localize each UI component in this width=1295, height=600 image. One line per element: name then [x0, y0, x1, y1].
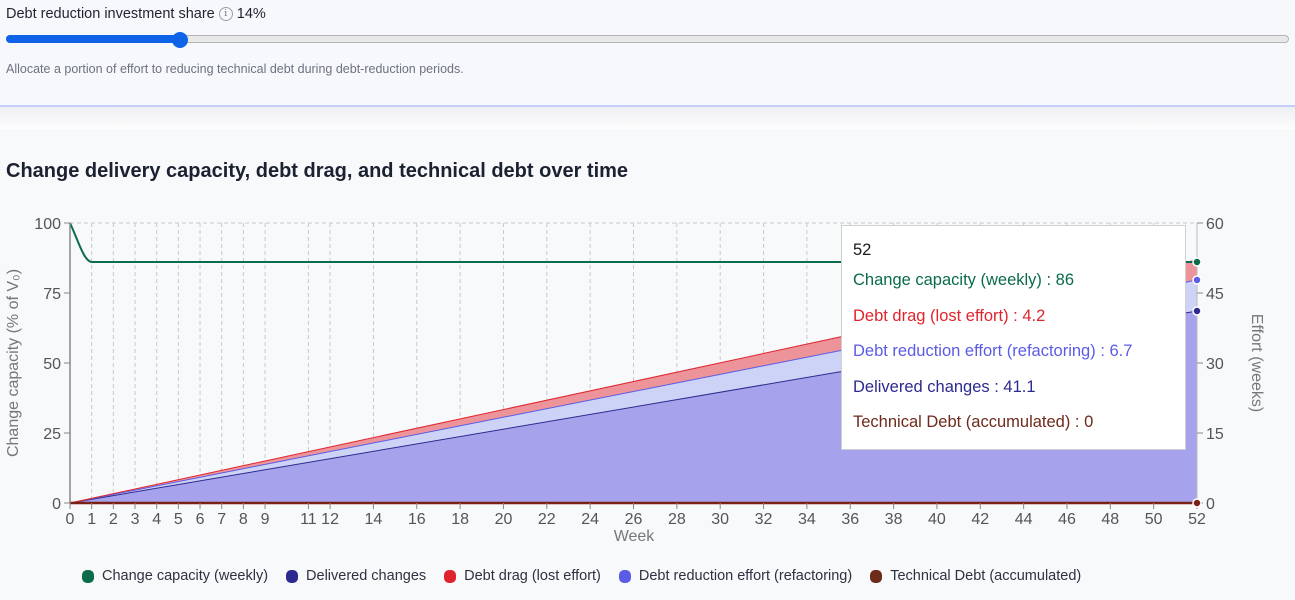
x-axis-label: Week [614, 528, 656, 545]
svg-text:50: 50 [43, 356, 61, 373]
svg-text:32: 32 [755, 511, 773, 528]
section-divider [0, 107, 1295, 129]
tooltip-row-refactoring: Debt reduction effort (refactoring) : 6.… [853, 342, 1133, 360]
svg-text:34: 34 [798, 511, 816, 528]
legend-dot-icon [618, 569, 631, 583]
svg-text:4: 4 [152, 511, 161, 528]
legend-label: Delivered changes [306, 568, 427, 584]
svg-text:100: 100 [34, 216, 61, 233]
svg-text:60: 60 [1206, 216, 1224, 233]
capacity-point [1192, 257, 1202, 267]
svg-text:44: 44 [1015, 511, 1033, 528]
change-capacity-line [69, 222, 1197, 263]
svg-text:30: 30 [1206, 356, 1224, 373]
slider-panel: Debt reduction investment share i 14% Al… [0, 0, 1295, 107]
tooltip-title: 52 [853, 241, 872, 259]
svg-text:15: 15 [1206, 426, 1224, 443]
svg-text:20: 20 [495, 511, 513, 528]
svg-text:12: 12 [321, 511, 339, 528]
svg-text:5: 5 [174, 511, 183, 528]
slider-value: 14% [236, 6, 266, 22]
legend-label: Debt reduction effort (refactoring) [638, 568, 853, 584]
legend-item-refactoring[interactable]: Debt reduction effort (refactoring) [618, 568, 853, 584]
svg-text:50: 50 [1145, 511, 1163, 528]
tooltip-row-delivered: Delivered changes : 41.1 [853, 377, 1036, 396]
svg-text:38: 38 [885, 511, 903, 528]
legend-dot-icon [286, 569, 299, 583]
legend-label: Debt drag (lost effort) [464, 568, 601, 584]
legend-label: Technical Debt (accumulated) [890, 568, 1082, 584]
tooltip-row-technical-debt: Technical Debt (accumulated) : 0 [853, 413, 1094, 431]
svg-text:24: 24 [581, 511, 599, 528]
svg-text:18: 18 [451, 511, 469, 528]
info-icon[interactable]: i [218, 7, 233, 21]
svg-text:30: 30 [711, 511, 729, 528]
svg-text:14: 14 [365, 511, 383, 528]
svg-text:0: 0 [52, 496, 61, 513]
svg-text:11: 11 [300, 511, 317, 528]
technical-debt-point [1192, 498, 1202, 508]
left-axis-ticks: 0 25 50 75 100 [34, 216, 70, 513]
legend-dot-icon [870, 569, 883, 583]
svg-text:48: 48 [1101, 511, 1119, 528]
chart-legend: Change capacity (weekly) Delivered chang… [82, 568, 1081, 584]
legend-item-delivered[interactable]: Delivered changes [286, 568, 426, 584]
svg-text:45: 45 [1206, 286, 1224, 303]
svg-text:2: 2 [109, 511, 118, 528]
chart-title: Change delivery capacity, debt drag, and… [6, 160, 629, 182]
svg-text:22: 22 [538, 511, 556, 528]
svg-text:40: 40 [928, 511, 946, 528]
svg-text:8: 8 [239, 511, 248, 528]
svg-text:0: 0 [66, 511, 75, 528]
legend-dot-icon [82, 569, 94, 583]
svg-text:36: 36 [841, 511, 859, 528]
svg-text:52: 52 [1188, 511, 1206, 528]
svg-text:6: 6 [196, 511, 205, 528]
chart-tooltip: 52 Change capacity (weekly) : 86 Debt dr… [841, 225, 1186, 450]
svg-text:25: 25 [43, 426, 61, 443]
svg-text:1: 1 [87, 511, 96, 528]
refactoring-point [1192, 275, 1202, 285]
svg-text:26: 26 [625, 511, 643, 528]
legend-item-technical-debt[interactable]: Technical Debt (accumulated) [870, 568, 1081, 584]
y-axis-label: Change capacity (% of V₀) [5, 269, 22, 457]
slider-thumb[interactable] [172, 32, 188, 48]
svg-text:3: 3 [131, 511, 140, 528]
slider-label-row: Debt reduction investment share i 14% [6, 6, 266, 22]
tooltip-row-capacity: Change capacity (weekly) : 86 [853, 271, 1075, 289]
slider-helper-text: Allocate a portion of effort to reducing… [6, 62, 464, 76]
svg-text:16: 16 [408, 511, 426, 528]
slider-label: Debt reduction investment share [6, 6, 215, 22]
tooltip-row-debt-drag: Debt drag (lost effort) : 4.2 [853, 306, 1046, 325]
svg-text:9: 9 [261, 511, 270, 528]
svg-text:46: 46 [1058, 511, 1076, 528]
svg-text:42: 42 [971, 511, 989, 528]
slider-fill [6, 35, 180, 43]
legend-dot-icon [444, 569, 457, 583]
svg-text:7: 7 [217, 511, 226, 528]
legend-item-capacity[interactable]: Change capacity (weekly) [82, 568, 268, 584]
legend-label: Change capacity (weekly) [102, 568, 269, 584]
x-axis-ticks: 0 1 2 3 4 5 6 7 8 9 11 12 14 16 18 20 22 24 26 28 30 32 34 36 38… [66, 503, 1206, 528]
svg-text:75: 75 [43, 286, 61, 303]
svg-text:28: 28 [668, 511, 686, 528]
legend-item-debt-drag[interactable]: Debt drag (lost effort) [444, 568, 601, 584]
svg-text:0: 0 [1206, 496, 1215, 513]
y2-axis-label: Effort (weeks) [1248, 314, 1265, 412]
delivered-point [1192, 306, 1202, 316]
